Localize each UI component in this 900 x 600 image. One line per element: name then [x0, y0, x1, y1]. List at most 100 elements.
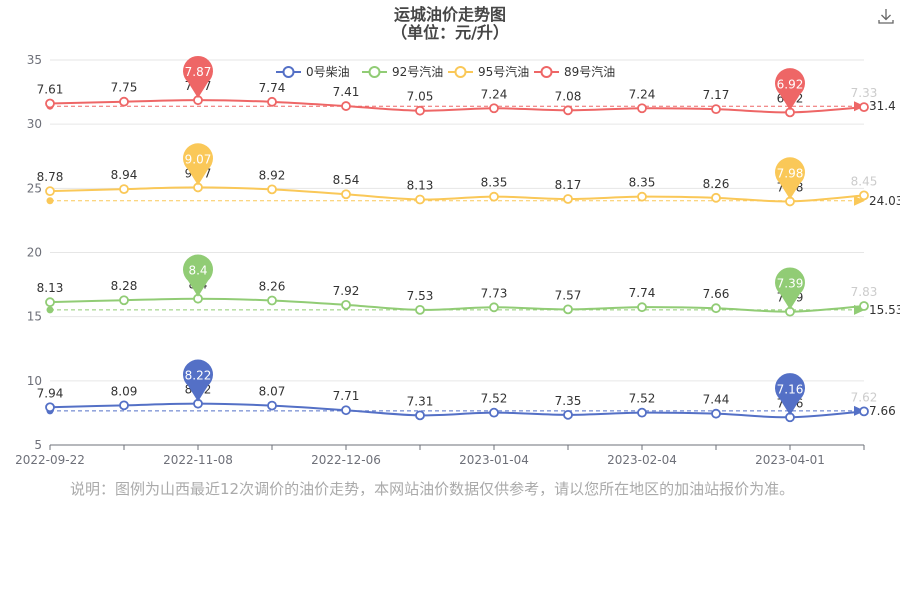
data-point [341, 299, 351, 310]
legend-symbol [368, 66, 381, 78]
average-label: 24.03 [869, 194, 900, 208]
legend-label: 0号柴油 [306, 65, 350, 79]
y-tick-label: 5 [34, 438, 42, 452]
data-label: 8.28 [111, 279, 138, 293]
pin-label: 7.98 [777, 166, 804, 180]
data-point [119, 295, 129, 306]
data-point [489, 191, 499, 202]
data-point [711, 104, 721, 115]
data-label: 7.33 [851, 86, 878, 100]
data-label: 7.57 [555, 288, 582, 302]
download-icon[interactable] [878, 9, 894, 24]
pin-shape [183, 143, 213, 186]
data-label: 7.31 [407, 394, 434, 408]
data-label: 8.78 [37, 170, 64, 184]
data-label: 8.13 [407, 178, 434, 192]
legend-label: 95号汽油 [478, 64, 529, 79]
data-point [415, 410, 425, 421]
average-label: 31.4 [869, 99, 896, 113]
legend-item[interactable]: 0号柴油 [276, 65, 350, 79]
pin-label: 8.4 [188, 264, 207, 278]
data-labels: 7.94 8.09 8.22 8.07 7.71 7.31 7.52 7.35 7.52 7.44… [37, 79, 878, 410]
data-label: 8.26 [703, 177, 730, 191]
data-label: 8.94 [111, 168, 138, 182]
data-label: 7.71 [333, 389, 360, 403]
data-label: 7.92 [333, 284, 360, 298]
data-point [489, 302, 499, 313]
pin-label: 7.16 [777, 382, 804, 396]
legend-symbol [282, 66, 295, 78]
data-point [489, 103, 499, 114]
data-point [563, 194, 573, 204]
data-point [45, 402, 55, 413]
average-start-dot [46, 306, 54, 314]
data-point [637, 302, 647, 313]
pin-label: 7.39 [777, 277, 804, 291]
legend-symbol [540, 66, 553, 78]
data-label: 7.83 [851, 285, 878, 299]
pin-shape [775, 68, 806, 111]
data-label: 7.05 [407, 90, 434, 104]
data-label: 8.17 [555, 178, 582, 192]
data-label: 8.54 [333, 173, 360, 187]
data-label: 7.24 [481, 87, 508, 101]
data-label: 7.66 [703, 287, 730, 301]
average-lines: 7.66 15.53 24.03 31.4 [46, 99, 900, 418]
y-axis: 5 10 15 20 25 30 35 [27, 53, 42, 452]
legend-label: 89号汽油 [564, 64, 615, 79]
legend[interactable]: 0号柴油 92号汽油 95号汽油 89号汽油 [276, 64, 615, 79]
series-line [49, 99, 865, 114]
min-pin: 6.92 [775, 68, 806, 111]
x-tick-label: 2022-12-06 [311, 453, 381, 467]
data-label: 7.75 [111, 81, 138, 95]
footnote: 说明：图例为山西最近12次调价的油价走势，本网站油价数据仅供参考，请以您所在地区… [70, 480, 795, 498]
y-tick-label: 10 [27, 374, 42, 388]
data-point [267, 184, 277, 195]
data-label: 7.73 [481, 286, 508, 300]
pin-shape [775, 157, 806, 200]
y-tick-label: 30 [27, 117, 42, 131]
series-line [49, 402, 865, 419]
data-label: 8.09 [111, 384, 138, 398]
pin-label: 8.22 [185, 369, 212, 383]
data-point [859, 301, 869, 311]
data-point [267, 400, 277, 411]
pin-label: 9.07 [185, 152, 212, 166]
data-point [341, 101, 351, 111]
data-point [415, 105, 425, 116]
series-lines [45, 95, 869, 423]
pin-shape [183, 254, 213, 297]
chart-subtitle: （单位：元/升） [391, 23, 509, 42]
data-point [341, 189, 351, 200]
data-point [563, 409, 573, 420]
data-point [859, 190, 869, 201]
data-point [267, 96, 277, 107]
y-tick-label: 15 [27, 310, 42, 324]
legend-label: 92号汽油 [392, 64, 443, 79]
data-label: 7.53 [407, 289, 434, 303]
data-point [415, 194, 425, 205]
data-point [637, 407, 647, 418]
data-label: 8.35 [481, 176, 508, 190]
data-point [859, 102, 869, 112]
data-label: 7.52 [481, 392, 508, 406]
legend-item[interactable]: 89号汽油 [534, 64, 615, 79]
extreme-markers: 8.22 7.16 8.4 7.39 9.07 7.98 7.87 6.92 [183, 55, 806, 416]
max-pin: 9.07 [183, 143, 213, 186]
pin-shape [183, 359, 213, 402]
data-label: 7.35 [555, 394, 582, 408]
data-point [711, 303, 721, 314]
max-pin: 8.22 [183, 359, 213, 402]
x-tick-label: 2022-09-22 [15, 453, 85, 467]
data-point [45, 98, 55, 109]
data-label: 7.52 [629, 392, 656, 406]
data-label: 7.61 [37, 83, 64, 97]
legend-item[interactable]: 95号汽油 [448, 64, 529, 79]
data-point [267, 295, 277, 306]
legend-item[interactable]: 92号汽油 [362, 64, 443, 79]
data-label: 8.26 [259, 279, 286, 293]
data-label: 8.07 [259, 385, 286, 399]
chart-title: 运城油价走势图 [394, 5, 506, 24]
min-pin: 7.98 [775, 157, 806, 200]
